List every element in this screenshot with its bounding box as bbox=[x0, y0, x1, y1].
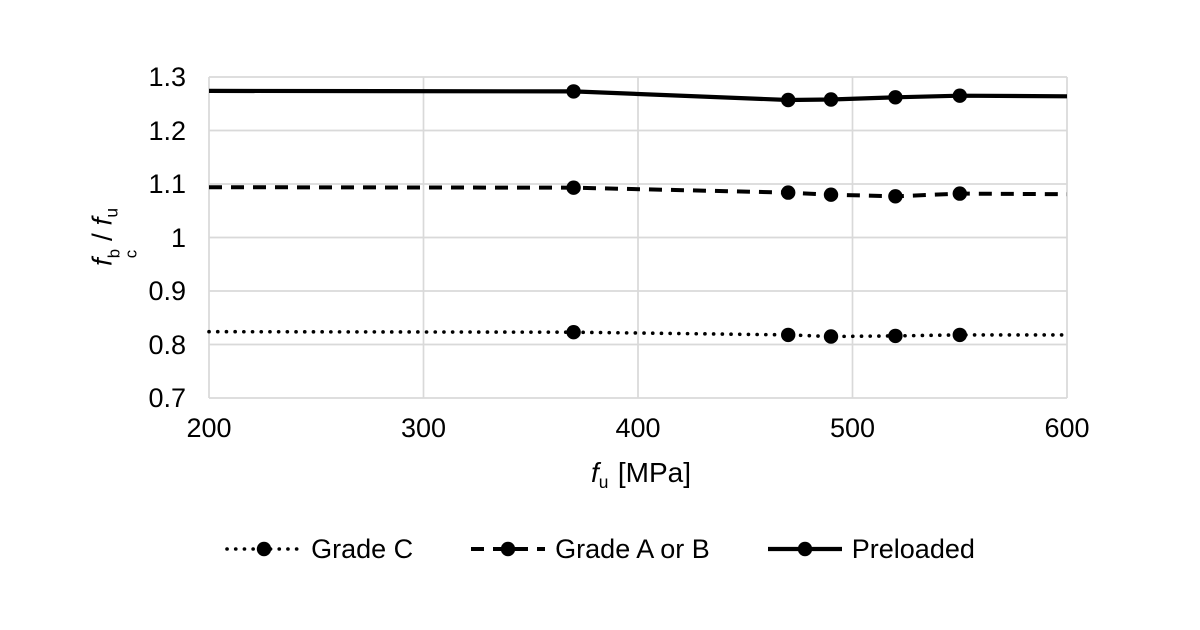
data-point-marker-preloaded bbox=[566, 84, 581, 99]
legend-item-grade-a-or-b: Grade A or B bbox=[469, 534, 710, 565]
y-tick-label: 1.1 bbox=[148, 169, 186, 199]
legend-swatch-dashed-line-icon bbox=[471, 541, 546, 557]
data-point-marker-grade-c bbox=[566, 325, 581, 340]
x-title-symbol: f bbox=[590, 457, 599, 488]
x-title-unit: [MPa] bbox=[617, 457, 692, 488]
data-point-marker-grade-a-or-b bbox=[952, 186, 967, 201]
legend-swatch-solid-line-icon bbox=[767, 541, 842, 557]
data-point-marker-grade-c bbox=[952, 327, 967, 343]
x-tick-label: 400 bbox=[615, 413, 661, 443]
data-point-marker-grade-a-or-b bbox=[823, 187, 839, 202]
legend-item-grade-c: Grade C bbox=[225, 534, 413, 565]
data-point-marker-grade-a-or-b bbox=[888, 189, 903, 204]
legend-label: Preloaded bbox=[851, 533, 975, 564]
data-point-marker-grade-a-or-b bbox=[781, 185, 796, 200]
x-tick-label: 500 bbox=[829, 413, 876, 443]
legend-label: Grade C bbox=[311, 533, 414, 564]
y-tick-label: 1.3 bbox=[148, 62, 186, 92]
plot-area bbox=[207, 76, 1069, 399]
data-point-marker-grade-c bbox=[823, 329, 839, 344]
x-tick-label: 600 bbox=[1044, 413, 1090, 443]
data-point-marker-preloaded bbox=[952, 88, 967, 103]
legend-swatch-dotted-line-icon bbox=[225, 541, 303, 557]
data-point-marker-grade-c bbox=[888, 328, 903, 344]
y-title-superscript: b bbox=[104, 248, 124, 259]
y-title-separator: / bbox=[86, 233, 118, 242]
y-title-subscript-2: u bbox=[101, 208, 122, 218]
data-point-marker-preloaded bbox=[888, 90, 903, 105]
legend: Grade C Grade A or B Preloaded bbox=[0, 530, 1200, 568]
y-tick-label: 1.2 bbox=[148, 115, 186, 146]
legend-label: Grade A or B bbox=[555, 533, 710, 564]
data-point-marker-preloaded bbox=[823, 92, 839, 107]
legend-item-preloaded: Preloaded bbox=[766, 534, 975, 565]
y-axis-title: f b c/fu bbox=[86, 208, 141, 266]
legend-marker-icon bbox=[500, 541, 516, 557]
x-tick-label: 300 bbox=[400, 413, 447, 443]
x-tick-label: 200 bbox=[186, 413, 232, 443]
legend-marker-icon bbox=[256, 541, 272, 557]
data-point-marker-preloaded bbox=[781, 92, 796, 108]
data-point-marker-grade-c bbox=[781, 327, 796, 343]
data-point-marker-grade-a-or-b bbox=[566, 180, 581, 195]
x-axis-title: fu [MPa] bbox=[591, 458, 691, 497]
y-tick-label: 1 bbox=[170, 222, 186, 253]
x-title-subscript: u bbox=[598, 472, 609, 493]
y-title-symbol-1: f bbox=[86, 258, 118, 266]
y-tick-label: 0.8 bbox=[148, 329, 186, 360]
y-title-subscript: c bbox=[121, 249, 141, 259]
y-tick-label: 0.7 bbox=[148, 383, 186, 413]
legend-marker-icon bbox=[797, 541, 812, 557]
y-tick-label: 0.9 bbox=[148, 276, 186, 306]
y-title-symbol-2: f bbox=[86, 217, 118, 226]
